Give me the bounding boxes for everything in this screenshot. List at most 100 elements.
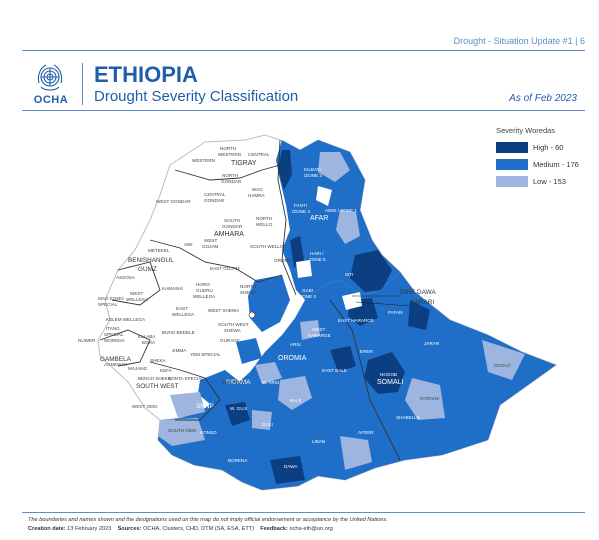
label-harari: HARARI xyxy=(410,299,434,306)
footer-divider xyxy=(22,512,585,513)
map-subtitle: Drought Severity Classification xyxy=(94,88,299,105)
label-erer: ERER xyxy=(360,349,373,354)
label-doolo: DOOLO xyxy=(494,363,511,368)
label-fanti-1: FANTI xyxy=(294,203,307,208)
label-west-gojam-2: GOJAM xyxy=(202,244,219,249)
label-west-guji: W. GUJI xyxy=(230,406,247,411)
label-konso: KONSO xyxy=(200,430,217,435)
label-north-western-1: NORTH xyxy=(220,146,236,151)
label-nogob: NOGOB xyxy=(380,372,397,377)
footer-meta: Creation date: 13 February 2023 Sources:… xyxy=(28,526,333,532)
woreda-high xyxy=(408,300,430,330)
label-south-west-shewa-1: SOUTH WEST xyxy=(218,322,249,327)
legend-swatch-medium xyxy=(496,159,528,170)
label-hari-1: HARI / xyxy=(310,251,324,256)
label-agnewak: AGNEWAK xyxy=(104,362,128,367)
label-south-wello: SOUTH WELLO xyxy=(250,244,284,249)
label-siti: SITI xyxy=(345,272,353,277)
logo-divider xyxy=(82,63,83,105)
label-west-shewa: WEST SHEWA xyxy=(208,308,240,313)
label-mao-komo-2: SPECIAL xyxy=(98,302,118,307)
woreda-none xyxy=(316,186,332,206)
map-title: ETHIOPIA xyxy=(94,62,198,87)
label-oromia: OROMIA xyxy=(278,355,307,362)
label-shabelle: SHABELLE xyxy=(396,415,420,420)
label-kelem-wellega: KELEM WELLEGA xyxy=(106,317,146,322)
label-ilu-aba-bora-2: BORA xyxy=(142,340,156,345)
label-south-omo: SOUTH OMO xyxy=(168,428,197,433)
zone-labels: WESTERN NORTH WESTERN CENTRAL NORTH GOND… xyxy=(78,146,511,469)
label-north-western-2: WESTERN xyxy=(218,152,241,157)
sources-label: Sources: xyxy=(117,526,142,532)
boundary-somali-oromia xyxy=(329,299,401,461)
label-east-wellega-1: EAST xyxy=(176,306,188,311)
label-gurage: GURAGE xyxy=(220,338,240,343)
label-dire-dawa: DIRE DAWA xyxy=(400,289,436,296)
label-buno-bedele: BUNO BEDELE xyxy=(162,330,195,335)
legend-label-low: Low - 153 xyxy=(533,177,566,186)
woreda-low xyxy=(482,340,525,380)
region-boundaries xyxy=(99,139,401,461)
woreda-high xyxy=(330,346,356,372)
label-konta: KONTA SPECIAL xyxy=(168,376,204,381)
label-afder: AFDER xyxy=(358,430,374,435)
as-of-date: As of Feb 2023 xyxy=(509,93,577,104)
legend-item-medium: Medium - 176 xyxy=(496,157,586,172)
situation-update-label: Drought - Situation Update #1 | 6 xyxy=(453,36,585,46)
addis-ababa-marker xyxy=(248,311,256,319)
woreda-low xyxy=(405,378,445,420)
ocha-wordmark: OCHA xyxy=(33,94,69,106)
label-north-gondar-1: NORTH xyxy=(222,173,238,178)
label-wag-hamra-2: HAMRA xyxy=(248,193,266,198)
creation-value: 13 February 2023 xyxy=(67,526,112,532)
label-bench-sheko: BENCH SHEKO xyxy=(138,376,172,381)
label-nuwer: NUWER xyxy=(78,338,96,343)
label-arsi: ARSI xyxy=(290,342,301,347)
label-majang: MAJANG xyxy=(128,366,148,371)
woreda-medium xyxy=(158,272,556,490)
label-central: CENTRAL xyxy=(248,152,270,157)
legend-swatch-high xyxy=(496,142,528,153)
severity-legend: Severity Woredas High - 60 Medium - 176 … xyxy=(496,126,586,191)
label-horo-gudru-1: HORO xyxy=(196,282,210,287)
boundary-benishangul xyxy=(111,261,161,306)
label-west-gondar: WEST GONDAR xyxy=(156,199,191,204)
label-central-gondar-2: GONDAR xyxy=(204,198,225,203)
woreda-low xyxy=(158,418,205,446)
boundary-snnp xyxy=(149,361,221,421)
label-central-gondar-1: CENTRAL xyxy=(204,192,226,197)
creation-label: Creation date: xyxy=(28,526,66,532)
boundary-gambela xyxy=(99,329,151,367)
title-divider xyxy=(22,110,585,111)
label-horo-gudru-3: WELLEGA xyxy=(193,294,216,299)
legend-title: Severity Woredas xyxy=(496,126,556,135)
label-south-gondar-1: SOUTH xyxy=(224,218,240,223)
label-wag-hamra-1: WAG xyxy=(252,187,263,192)
label-west-arsi: W. ARSI xyxy=(262,380,279,385)
label-sheka: SHEKA xyxy=(150,358,167,363)
woreda-high xyxy=(350,250,392,292)
woreda-low xyxy=(252,410,272,430)
label-oromo: OROMO xyxy=(274,258,292,263)
label-bale: BALE xyxy=(290,398,302,403)
legend-swatch-low xyxy=(496,176,528,187)
label-assosa: ASSOSA xyxy=(116,275,136,280)
label-dawa: DAWA xyxy=(284,464,298,469)
label-sidama: SIDAMA xyxy=(226,379,251,386)
legend-label-medium: Medium - 176 xyxy=(533,160,579,169)
woreda-low xyxy=(170,392,205,418)
boundary-afar-west xyxy=(277,139,297,296)
label-kilbati-2: /ZONE 2 xyxy=(304,173,322,178)
woreda-high xyxy=(290,236,304,268)
label-north-wello-1: NORTH xyxy=(256,216,272,221)
label-borena: BORENA xyxy=(228,458,248,463)
feedback-value: ocha-eth@un.org xyxy=(289,526,333,532)
label-kilbati-1: KILBATI xyxy=(304,167,321,172)
label-tigray: TIGRAY xyxy=(231,160,257,167)
label-awi: AWI xyxy=(184,242,193,247)
label-east-hararge: EAST HARARGE xyxy=(338,318,374,323)
label-west-hararge-2: HARARGE xyxy=(308,333,331,338)
label-yem: YEM SPECIAL xyxy=(190,352,221,357)
legend-item-low: Low - 153 xyxy=(496,174,586,189)
label-metekel: METEKEL xyxy=(148,248,170,253)
